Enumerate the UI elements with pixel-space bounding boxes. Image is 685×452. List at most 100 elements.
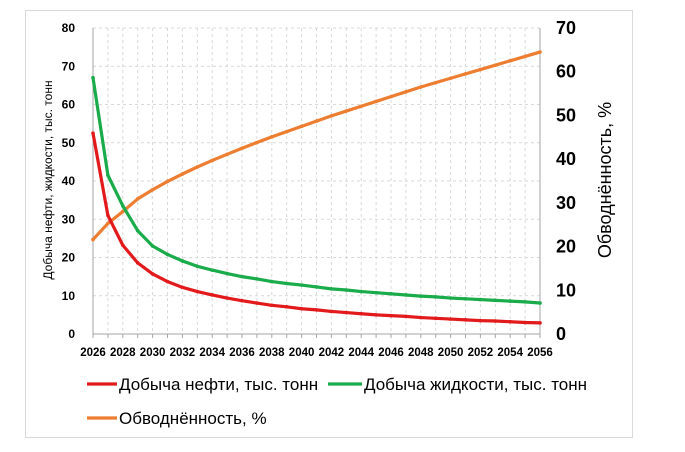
data-point bbox=[314, 308, 319, 312]
data-point bbox=[225, 152, 229, 157]
data-point bbox=[314, 119, 319, 123]
data-point bbox=[344, 288, 349, 292]
y2-tick-label: 70 bbox=[556, 18, 576, 38]
data-point bbox=[404, 293, 408, 297]
x-tick-label: 2028 bbox=[110, 347, 136, 359]
chart-frame bbox=[25, 10, 633, 438]
y-tick-label: 50 bbox=[62, 136, 76, 150]
data-point bbox=[389, 94, 393, 99]
data-point bbox=[448, 296, 453, 300]
x-tick-label: 2054 bbox=[497, 347, 523, 359]
x-tick-label: 2036 bbox=[229, 347, 255, 359]
y2-tick-label: 50 bbox=[556, 105, 576, 125]
x-tick-label: 2030 bbox=[140, 347, 166, 359]
data-point bbox=[270, 279, 274, 284]
series-2 bbox=[91, 50, 542, 242]
data-point bbox=[255, 277, 259, 281]
x-tick-label: 2052 bbox=[468, 347, 494, 359]
data-point bbox=[299, 283, 304, 287]
data-point bbox=[180, 172, 185, 176]
x-tick-label: 2048 bbox=[408, 347, 434, 359]
data-point bbox=[344, 310, 349, 315]
data-point bbox=[299, 306, 304, 311]
data-point bbox=[359, 104, 364, 109]
x-tick-label: 2046 bbox=[378, 347, 404, 359]
data-point bbox=[180, 285, 185, 290]
data-point bbox=[106, 173, 110, 178]
y-tick-label: 10 bbox=[62, 289, 76, 303]
data-point bbox=[523, 54, 527, 59]
data-point bbox=[433, 295, 438, 299]
data-point bbox=[270, 303, 274, 308]
data-point bbox=[150, 187, 155, 192]
data-point bbox=[150, 244, 155, 248]
data-point bbox=[91, 131, 95, 135]
data-point bbox=[240, 298, 244, 303]
x-tick-label: 2034 bbox=[199, 347, 225, 359]
data-point bbox=[374, 313, 378, 317]
data-point bbox=[225, 271, 229, 276]
legend: Добыча нефти, тыс. тонн Добыча жидкости,… bbox=[87, 375, 587, 428]
y2-tick-label: 10 bbox=[556, 280, 576, 300]
y-tick-label: 80 bbox=[62, 21, 76, 35]
y-axis-title: Добыча нефти, жидкости, тыс. тонн bbox=[41, 80, 55, 279]
data-point bbox=[419, 294, 423, 298]
data-point bbox=[121, 204, 125, 208]
series-line bbox=[91, 50, 542, 242]
legend-item-liquid[interactable]: Добыча жидкости, тыс. тонн bbox=[328, 375, 587, 394]
data-point bbox=[121, 243, 125, 248]
y2-tick-label: 0 bbox=[556, 324, 566, 344]
data-point bbox=[240, 274, 244, 279]
data-point bbox=[91, 75, 95, 80]
data-point bbox=[419, 315, 423, 320]
data-point bbox=[329, 309, 334, 314]
data-point bbox=[374, 290, 378, 295]
legend-item-oil[interactable]: Добыча нефти, тыс. тонн bbox=[87, 375, 318, 394]
data-point bbox=[508, 299, 512, 303]
y-tick-label: 40 bbox=[62, 174, 76, 188]
data-point bbox=[299, 124, 304, 129]
data-point bbox=[404, 90, 408, 94]
data-point bbox=[135, 228, 140, 233]
y2-tick-label: 20 bbox=[556, 237, 576, 257]
x-tick-label: 2026 bbox=[80, 347, 106, 359]
legend-item-watercut[interactable]: Обводнённость, % bbox=[87, 409, 267, 428]
data-point bbox=[284, 129, 289, 134]
data-point bbox=[150, 272, 155, 276]
x-tick-label: 2050 bbox=[438, 347, 464, 359]
data-point bbox=[493, 63, 498, 67]
data-point bbox=[240, 146, 244, 151]
data-point bbox=[165, 179, 170, 184]
data-point bbox=[493, 298, 498, 303]
series bbox=[91, 50, 542, 325]
data-point bbox=[255, 301, 259, 305]
legend-label-watercut: Обводнённость, % bbox=[119, 409, 267, 428]
data-point bbox=[121, 209, 125, 214]
y-tick-label: 20 bbox=[62, 251, 76, 265]
data-point bbox=[195, 165, 200, 169]
data-point bbox=[165, 279, 170, 284]
data-point bbox=[210, 158, 214, 163]
x-tick-label: 2038 bbox=[259, 347, 285, 359]
y-tick-label: 60 bbox=[62, 98, 76, 112]
legend-label-liquid: Добыча жидкости, тыс. тонн bbox=[364, 375, 587, 394]
data-point bbox=[106, 221, 110, 226]
data-point bbox=[210, 293, 214, 297]
data-point bbox=[270, 135, 274, 139]
data-point bbox=[329, 114, 334, 118]
y2-tick-label: 30 bbox=[556, 193, 576, 213]
grid bbox=[93, 27, 541, 334]
data-point bbox=[255, 140, 259, 145]
x-tick-label: 2032 bbox=[170, 347, 196, 359]
data-point bbox=[493, 319, 498, 323]
data-point bbox=[463, 318, 468, 322]
data-point bbox=[91, 237, 95, 242]
data-point bbox=[195, 289, 200, 294]
data-point bbox=[135, 261, 140, 265]
data-point bbox=[448, 76, 453, 81]
data-point bbox=[106, 213, 110, 218]
data-point bbox=[374, 99, 378, 104]
data-point bbox=[478, 318, 483, 323]
data-point bbox=[284, 281, 289, 286]
